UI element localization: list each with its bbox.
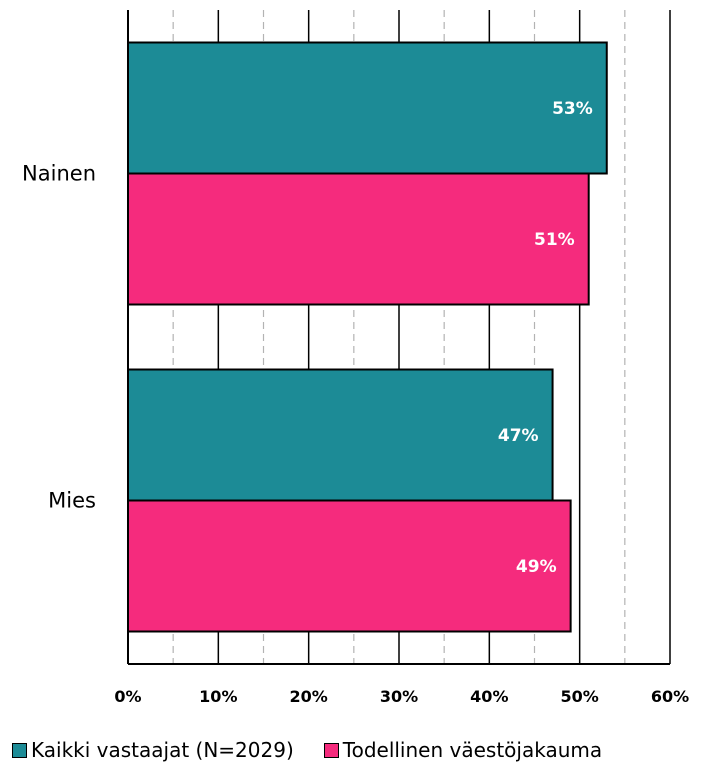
legend: Kaikki vastaajat (N=2029) Todellinen väe… (12, 738, 602, 762)
labels: 53% 51% Nainen 47% 49% Mies 0% 10% 20% 30% 40% 50% 6… (22, 99, 689, 706)
category-label-mies: Mies (48, 489, 96, 513)
category-label-nainen: Nainen (22, 162, 96, 186)
legend-label-kaikki-vastaajat: Kaikki vastaajat (N=2029) (31, 738, 294, 762)
bars (127, 41, 608, 633)
x-tick-label-50: 50% (561, 687, 599, 706)
data-label-mies-kaikki: 47% (498, 426, 539, 446)
legend-swatch-todellinen-vaestojakauma (323, 742, 339, 758)
x-tick-label-30: 30% (380, 687, 418, 706)
data-label-mies-todellinen: 49% (516, 557, 557, 577)
x-tick-label-10: 10% (199, 687, 237, 706)
data-label-nainen-todellinen: 51% (534, 230, 575, 250)
x-tick-label-0: 0% (114, 687, 141, 706)
x-tick-label-20: 20% (290, 687, 328, 706)
legend-label-todellinen-vaestojakauma: Todellinen väestöjakauma (342, 738, 603, 762)
axes (127, 10, 670, 665)
x-tick-label-40: 40% (470, 687, 508, 706)
x-tick-label-60: 60% (651, 687, 689, 706)
bar-mies-todellinen (127, 499, 572, 633)
bar-nainen-todellinen (127, 172, 590, 306)
data-label-nainen-kaikki: 53% (552, 99, 593, 119)
bar-nainen-kaikki (127, 41, 608, 175)
bar-mies-kaikki (127, 368, 554, 502)
legend-item-kaikki-vastaajat: Kaikki vastaajat (N=2029) (12, 738, 294, 762)
legend-item-todellinen-vaestojakauma: Todellinen väestöjakauma (323, 738, 603, 762)
legend-swatch-kaikki-vastaajat (12, 742, 27, 758)
